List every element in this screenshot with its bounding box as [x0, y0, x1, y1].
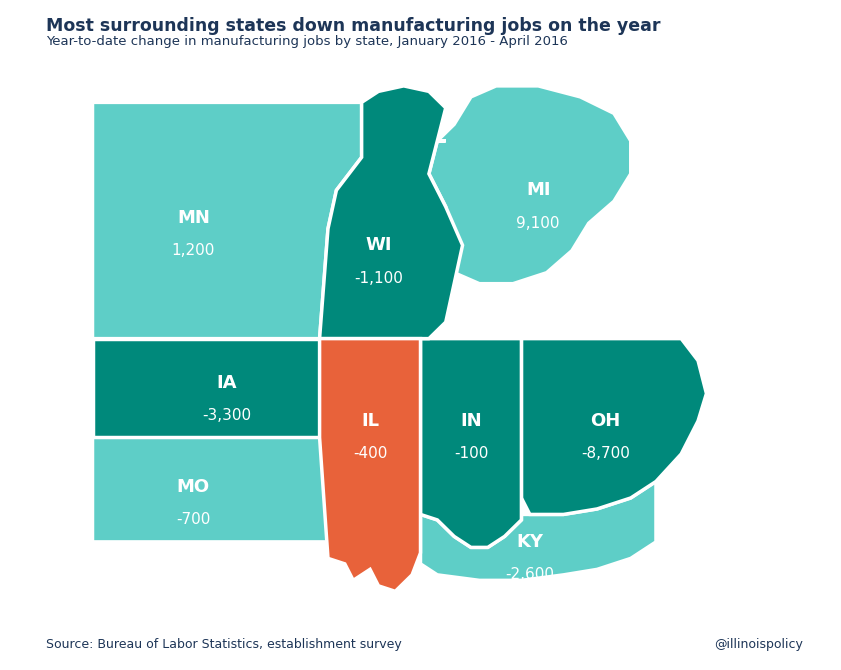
Polygon shape [320, 338, 420, 592]
Text: -700: -700 [177, 513, 210, 527]
Text: IA: IA [217, 374, 237, 391]
Text: -100: -100 [454, 446, 488, 462]
Text: IN: IN [460, 412, 482, 430]
Text: -3,300: -3,300 [203, 408, 251, 423]
Text: KY: KY [516, 533, 543, 551]
Polygon shape [320, 86, 463, 338]
Text: MI: MI [526, 182, 551, 199]
Text: MO: MO [177, 478, 210, 496]
Text: -400: -400 [353, 446, 387, 462]
Text: -2,600: -2,600 [505, 567, 554, 582]
Polygon shape [93, 338, 404, 438]
Polygon shape [93, 103, 362, 338]
Text: MN: MN [177, 209, 210, 226]
Text: IL: IL [361, 412, 379, 430]
Text: Most surrounding states down manufacturing jobs on the year: Most surrounding states down manufacturi… [46, 17, 661, 35]
Polygon shape [420, 482, 656, 580]
Text: 1,200: 1,200 [172, 243, 215, 258]
Text: -1,100: -1,100 [354, 271, 403, 285]
Text: 9,100: 9,100 [516, 216, 560, 230]
Text: WI: WI [365, 237, 392, 254]
Text: OH: OH [590, 412, 621, 430]
Polygon shape [93, 438, 420, 542]
Polygon shape [420, 338, 521, 547]
Polygon shape [521, 338, 706, 515]
Polygon shape [429, 86, 631, 283]
Text: Source: Bureau of Labor Statistics, establishment survey: Source: Bureau of Labor Statistics, esta… [46, 639, 402, 651]
Text: -8,700: -8,700 [581, 446, 630, 462]
Text: @illinoispolicy: @illinoispolicy [714, 639, 803, 651]
Text: Year-to-date change in manufacturing jobs by state, January 2016 - April 2016: Year-to-date change in manufacturing job… [46, 35, 569, 48]
